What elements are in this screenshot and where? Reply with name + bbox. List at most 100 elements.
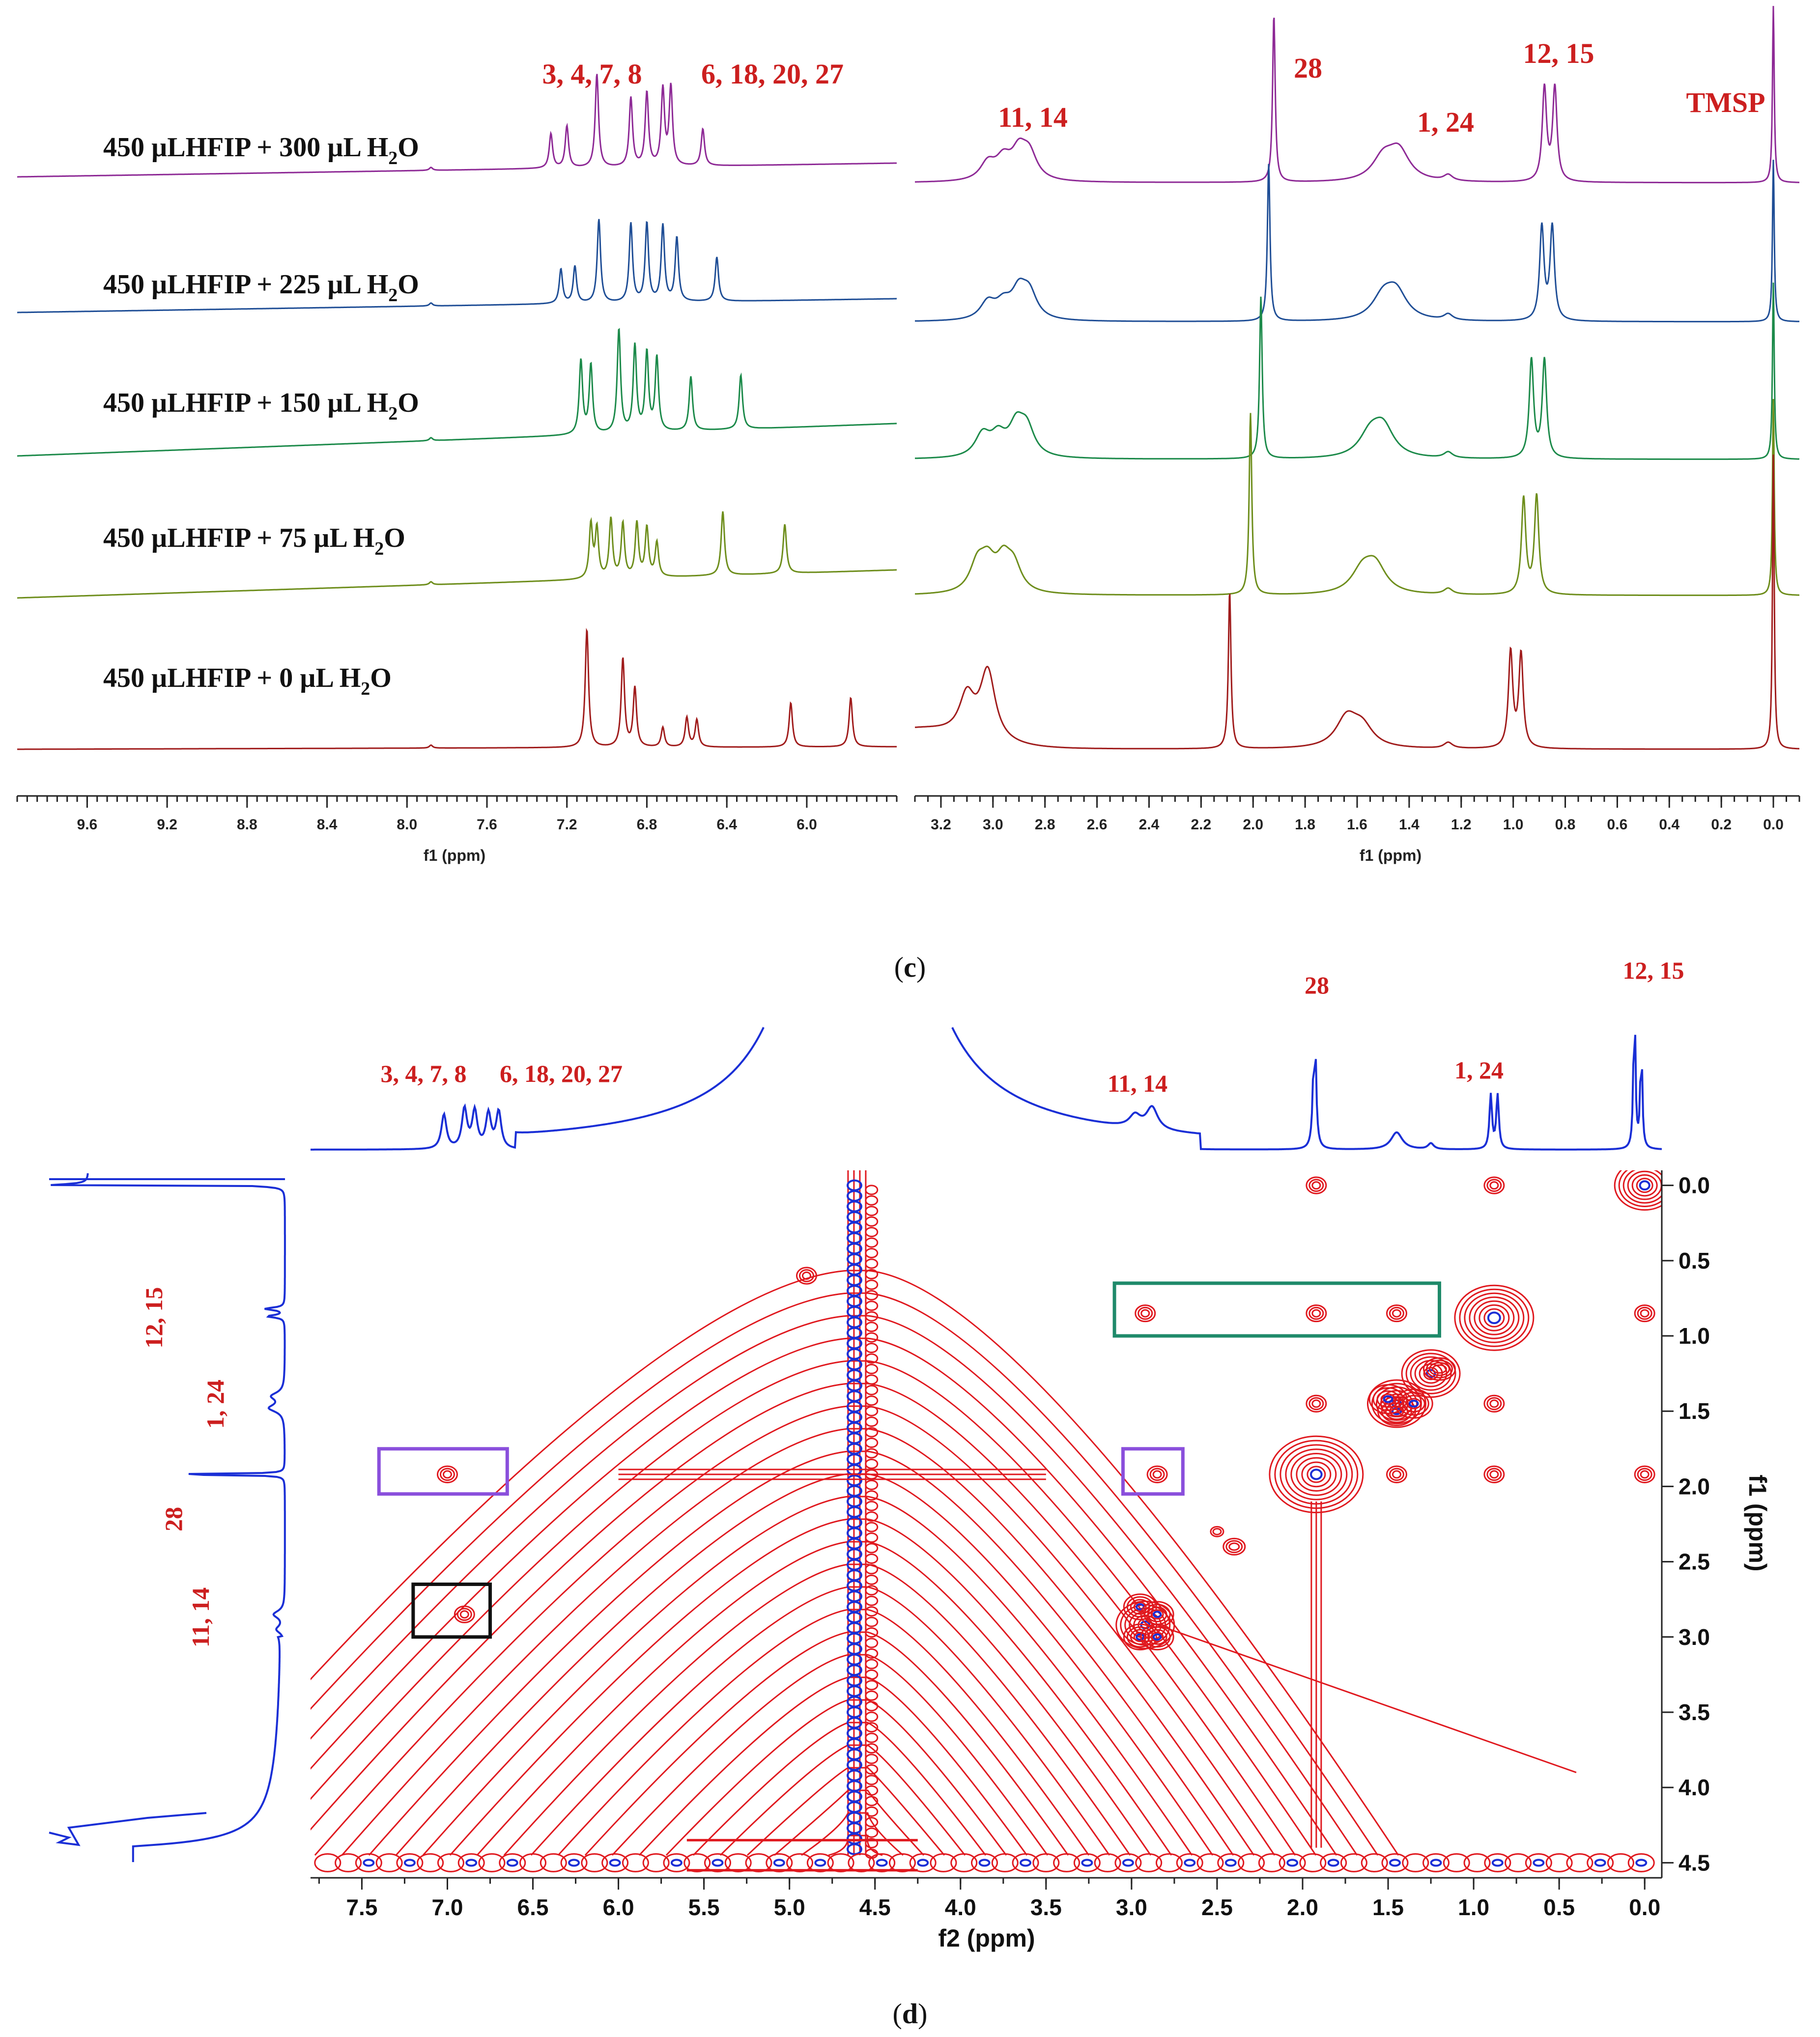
- cluster-11-14-1: [1150, 1609, 1164, 1620]
- noise-band-contour: [1402, 1853, 1429, 1872]
- spectra-right-region: [915, 6, 1799, 750]
- noise-band-contour: [1566, 1853, 1593, 1872]
- spectrum-left-0: [17, 74, 897, 178]
- noise-band-contour: [1587, 1853, 1614, 1872]
- cross-peak-20: [1634, 1465, 1655, 1483]
- f1-tick-label: 2.5: [1678, 1549, 1710, 1575]
- noise-band-contour: [1094, 1853, 1121, 1872]
- water-ridge-blob: [865, 1322, 879, 1332]
- noise-band-negative: [917, 1859, 929, 1867]
- noise-band-negative: [1594, 1859, 1606, 1867]
- f2-tick-label: 5.5: [688, 1895, 720, 1920]
- f2-tick-label: 5.0: [774, 1895, 805, 1920]
- water-ridge-blob: [865, 1785, 879, 1796]
- cross-peak-0-negative: [1310, 1469, 1323, 1480]
- noise-band-contour: [335, 1853, 362, 1872]
- cluster-1-24-b: [1431, 1364, 1447, 1374]
- condition-label-150: 450 µLHFIP + 150 µL H2O: [103, 388, 419, 424]
- condition-labels: 450 µLHFIP + 300 µL H2O 450 µLHFIP + 225…: [103, 132, 419, 699]
- cluster-11-14-2-negative: [1136, 1633, 1145, 1641]
- left-tick-label: 9.2: [157, 817, 177, 833]
- noise-band-negative: [1491, 1859, 1504, 1867]
- water-ridge-blob: [865, 1258, 879, 1269]
- cross-peak-16: [459, 1610, 469, 1619]
- side-projection-tail: [49, 1812, 207, 1846]
- noise-band-contour: [560, 1853, 588, 1872]
- highlight-boxes: [377, 1281, 1441, 1639]
- water-ridge-blob: [865, 1438, 879, 1448]
- right-tick-label: 2.0: [1243, 817, 1263, 833]
- spectrum-right-3: [915, 399, 1799, 596]
- water-ridge-blob: [865, 1711, 879, 1722]
- f2-tick-label: 0.5: [1543, 1895, 1575, 1920]
- water-ridge-blob: [865, 1511, 879, 1522]
- right-tick-label: 2.2: [1191, 817, 1211, 833]
- f2-tick-label: 7.5: [346, 1895, 377, 1920]
- noise-band-contour: [1032, 1853, 1060, 1872]
- water-ridge-blob: [865, 1522, 879, 1532]
- cross-peak-10: [1311, 1399, 1321, 1408]
- cluster-1-24-b: [1425, 1359, 1453, 1379]
- noise-band-contour: [950, 1853, 978, 1872]
- noise-band-contour: [909, 1853, 937, 1872]
- cross-peak-19: [1637, 1306, 1652, 1320]
- highlight-box-purple-1: [377, 1447, 509, 1496]
- highlight-box-purple-2: [1121, 1447, 1185, 1496]
- right-x-axis-title: f1 (ppm): [1360, 847, 1422, 864]
- label-3-4-7-8: 3, 4, 7, 8: [542, 58, 642, 90]
- noise-band-negative: [1081, 1859, 1093, 1867]
- cross-peak-1: [1479, 1304, 1510, 1331]
- right-tick-label: 0.6: [1607, 817, 1628, 833]
- spectrum-left-3: [17, 511, 897, 599]
- noise-band-negative: [568, 1859, 580, 1867]
- noise-band-contour: [1320, 1853, 1347, 1872]
- cross-peak-11: [1483, 1394, 1505, 1413]
- top-label-6-18-20-27: 6, 18, 20, 27: [500, 1060, 623, 1087]
- side-label-28: 28: [160, 1507, 187, 1531]
- noise-band-contour: [1053, 1853, 1081, 1872]
- noise-band-contour: [1258, 1853, 1285, 1872]
- cross-peak-11: [1486, 1397, 1502, 1411]
- cross-peak-3-negative: [1425, 1369, 1436, 1378]
- water-ridge-blob: [865, 1237, 879, 1248]
- right-tick-label: 2.4: [1139, 817, 1160, 833]
- cross-peak-5-negative: [1639, 1180, 1650, 1191]
- noise-band-contour: [540, 1853, 567, 1872]
- water-ridge-blob: [865, 1659, 879, 1669]
- cluster-11-14-3: [1140, 1623, 1174, 1651]
- water-ridge-blob: [865, 1374, 879, 1385]
- cluster-11-14-2: [1123, 1623, 1157, 1651]
- noise-band-contour: [478, 1853, 506, 1872]
- right-tick-label: 0.4: [1659, 817, 1679, 833]
- cross-peak-3: [1419, 1363, 1443, 1384]
- cross-peak-19: [1634, 1304, 1655, 1323]
- cross-peak-9: [1386, 1304, 1407, 1323]
- noise-band-contour: [375, 1853, 403, 1872]
- cluster-11-14-1: [1140, 1601, 1174, 1628]
- water-ridge-blob: [865, 1690, 879, 1701]
- cross-peak-6: [796, 1267, 817, 1285]
- cross-peak-8: [1311, 1309, 1321, 1318]
- cross-peak-19: [1640, 1309, 1649, 1318]
- cross-peak-5: [1622, 1170, 1662, 1204]
- noise-band-contour: [868, 1853, 896, 1872]
- left-tick-label: 8.4: [317, 817, 338, 833]
- cross-peak-9: [1392, 1309, 1401, 1318]
- water-ridge-blob: [865, 1490, 879, 1501]
- water-artifact-contour: [311, 1292, 1379, 1856]
- cross-peak-7: [1138, 1306, 1153, 1320]
- noise-band-negative: [814, 1859, 826, 1867]
- noise-band-contour: [827, 1853, 854, 1872]
- cluster-1-24-1: [1406, 1398, 1422, 1410]
- cross-peak-14: [1149, 1468, 1165, 1481]
- water-ridge-blob: [865, 1195, 879, 1206]
- f2-axis-title: f2 (ppm): [938, 1924, 1035, 1952]
- cross-peak-14: [1146, 1465, 1168, 1483]
- condition-label-0: 450 µLHFIP + 0 µL H2O: [103, 663, 392, 699]
- noise-band-contour: [1505, 1853, 1532, 1872]
- water-ridge-blob: [865, 1363, 879, 1374]
- label-6-18-20-27: 6, 18, 20, 27: [701, 58, 844, 90]
- cross-peak-0: [1274, 1440, 1359, 1509]
- f2-tick-label: 6.5: [517, 1895, 549, 1920]
- top-label-11-14: 11, 14: [1108, 1070, 1167, 1097]
